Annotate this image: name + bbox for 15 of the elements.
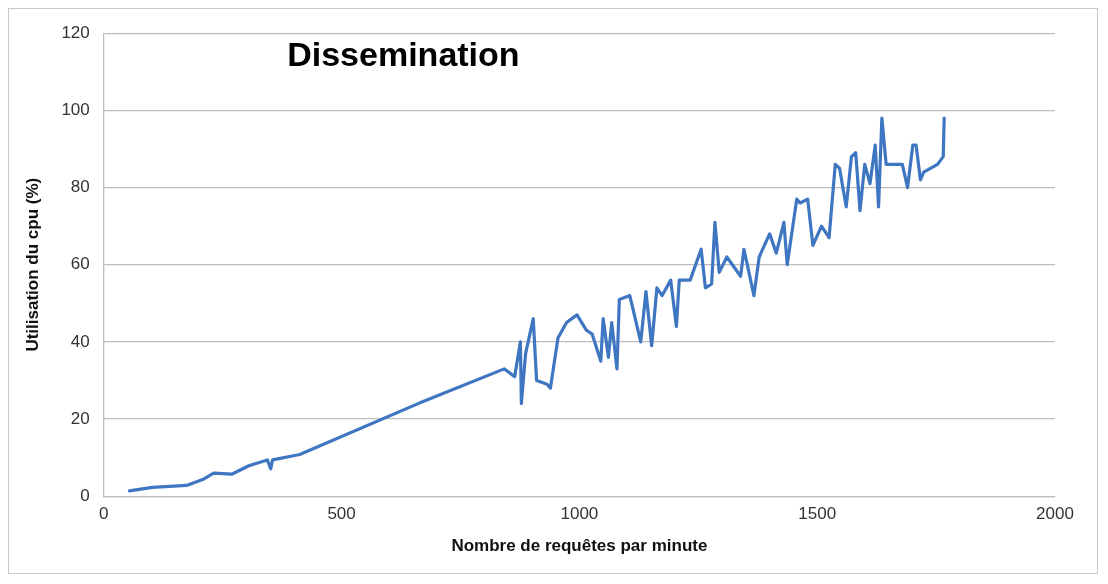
y-tick-label: 80 bbox=[70, 177, 90, 197]
x-tick-label: 500 bbox=[327, 504, 356, 524]
y-tick-label: 120 bbox=[61, 22, 90, 42]
y-tick-label: 0 bbox=[80, 485, 90, 505]
y-tick-label: 60 bbox=[70, 254, 90, 274]
y-tick-label: 20 bbox=[70, 408, 90, 428]
x-tick-label: 1500 bbox=[798, 504, 837, 524]
y-tick-label: 40 bbox=[70, 331, 90, 351]
x-tick-label: 0 bbox=[99, 504, 109, 524]
y-axis-title: Utilisation du cpu (%) bbox=[22, 177, 42, 352]
x-tick-label: 1000 bbox=[560, 504, 599, 524]
y-tick-label: 100 bbox=[61, 100, 90, 120]
x-tick-label: 2000 bbox=[1036, 504, 1074, 524]
x-axis-title: Nombre de requêtes par minute bbox=[451, 536, 708, 556]
chart-title: Dissemination bbox=[287, 34, 520, 73]
